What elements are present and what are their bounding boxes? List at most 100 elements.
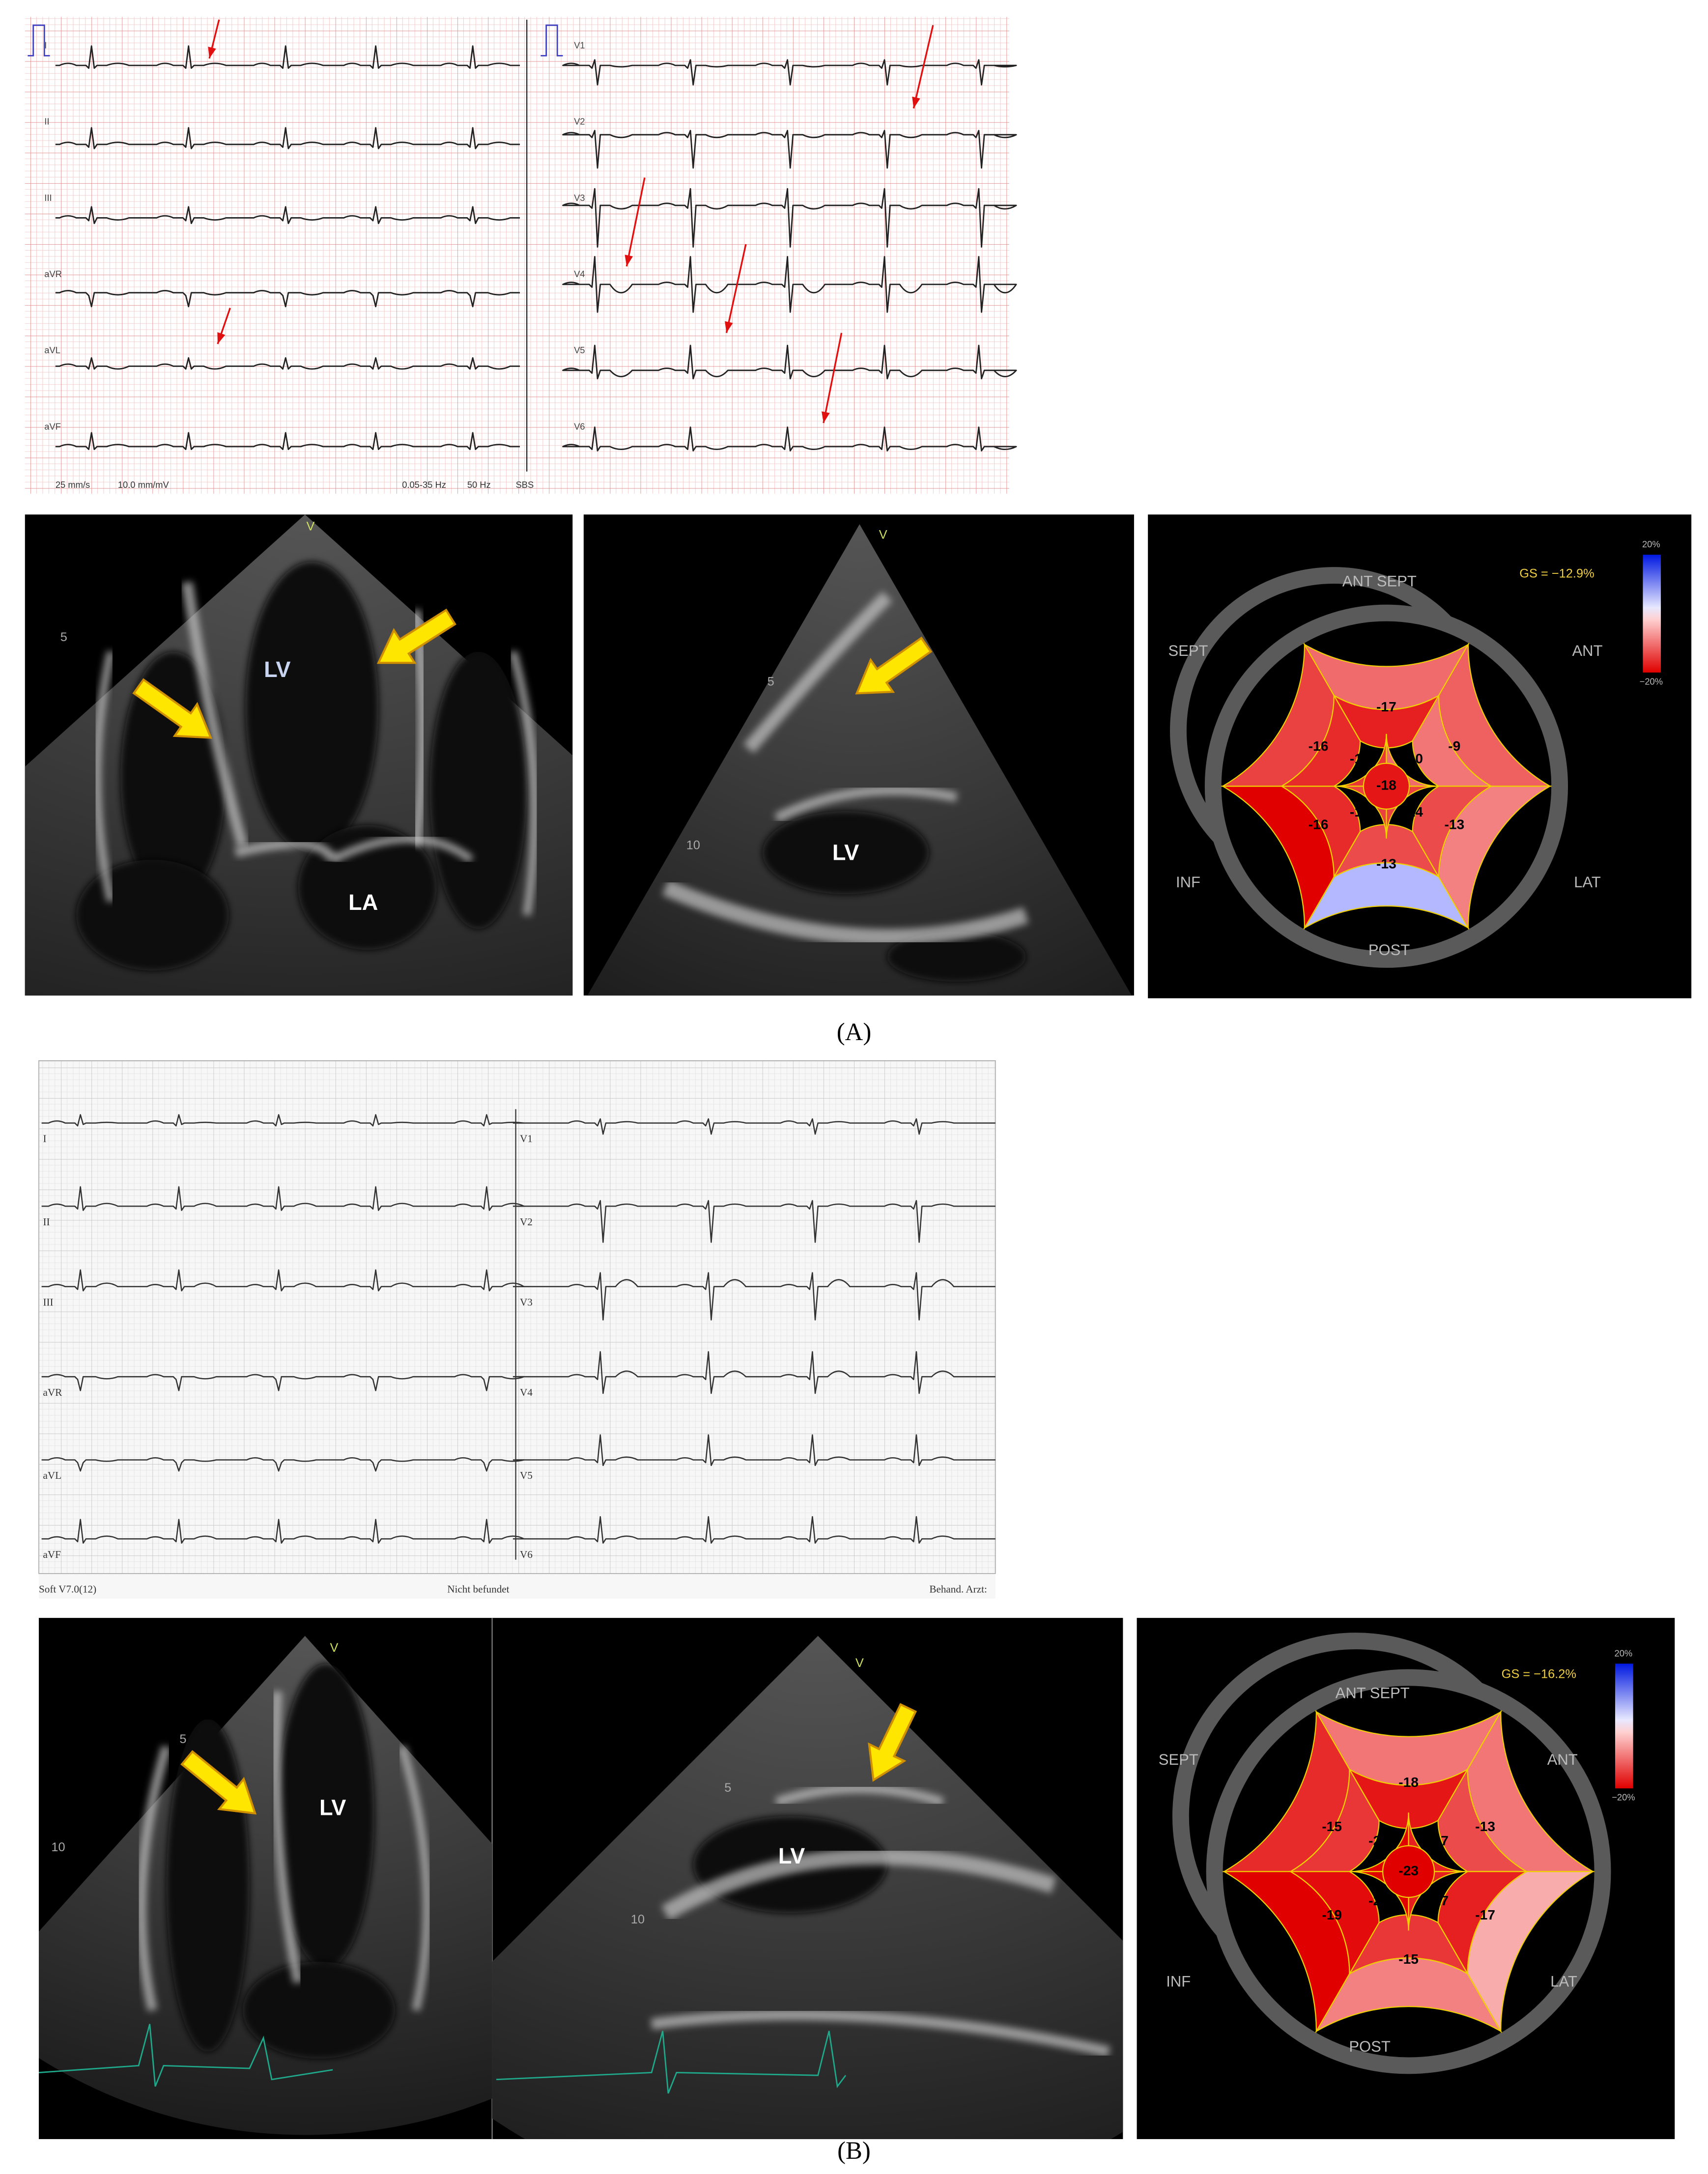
segment: [1288, 1767, 1380, 1872]
global-strain: GS = −16.2%: [1502, 1667, 1576, 1681]
tissue: [181, 581, 248, 847]
lead-label: V6: [574, 421, 585, 431]
direction-label: ANT: [1547, 1751, 1578, 1768]
direction-label: SEPT: [1159, 1751, 1198, 1768]
red-arrow: [912, 25, 934, 109]
ecg-trace: [562, 344, 1017, 380]
segment-label: -14: [1403, 804, 1423, 819]
direction-label: ANT SEPT: [1336, 1684, 1410, 1701]
segment-label: -9: [1534, 1787, 1546, 1803]
tissue: [662, 879, 1029, 946]
echo-label: LV: [778, 1843, 805, 1868]
segment-label: -18: [1376, 777, 1396, 793]
direction-label: LAT: [1574, 874, 1601, 891]
yellow-arrow: [180, 1750, 257, 1815]
segment-label: -15: [1398, 1951, 1419, 1967]
lead-label: V5: [574, 345, 585, 355]
segment-label: -14: [1350, 804, 1370, 819]
ecg-monitor: [38, 2024, 333, 2087]
ecg-trace: [562, 188, 1017, 248]
ecg-footer: 25 mm/s: [56, 480, 90, 490]
segment-label: -20: [1368, 1833, 1389, 1848]
lead-label: V4: [574, 269, 585, 279]
chamber: [762, 811, 929, 895]
tissue: [661, 1848, 1056, 1920]
ecg-footer: SBS: [516, 480, 534, 490]
segment-label: -10: [1403, 751, 1423, 766]
scale-label: 20%: [1615, 1648, 1633, 1658]
direction-label: ANT SEPT: [1342, 573, 1417, 590]
ecg-monitor: [496, 2031, 847, 2094]
ecg-trace: [41, 1519, 525, 1544]
red-arrow: [823, 333, 843, 424]
ecg-trace: [55, 127, 520, 149]
ecg-trace: [55, 290, 520, 308]
tissue: [234, 839, 337, 862]
lead-label: II: [44, 116, 49, 127]
ecg-trace: [515, 1434, 996, 1467]
echo-fan: [587, 524, 1132, 996]
direction-label: INF: [1166, 1973, 1191, 1990]
segment: [1348, 1768, 1469, 1829]
segment-label: -19: [1322, 1907, 1342, 1922]
echo-label: LV: [319, 1795, 346, 1820]
lead-label: aVL: [43, 1469, 61, 1481]
segment-label: -18: [1398, 1774, 1419, 1790]
color-bar: [1615, 1664, 1633, 1789]
echo-label: LA: [348, 890, 378, 915]
direction-label: ANT: [1572, 642, 1603, 659]
segment: [1288, 1871, 1380, 1976]
tissue: [331, 835, 474, 864]
segment-label: -16: [1309, 817, 1329, 832]
direction-label: POST: [1349, 2038, 1390, 2055]
ecg-trace: [515, 1272, 996, 1321]
red-arrow-head: [625, 254, 633, 267]
segment-label: 4: [1383, 911, 1391, 927]
lead-label: V2: [520, 1216, 533, 1228]
ecg-trace: [562, 426, 1017, 452]
direction-label: LAT: [1550, 1973, 1577, 1990]
echo-label: 5: [60, 630, 67, 644]
tissue: [651, 2009, 1110, 2058]
lead-label: I: [43, 1133, 46, 1145]
echo-label: 5: [179, 1732, 186, 1746]
red-arrow-head: [724, 321, 733, 333]
red-arrow-head: [912, 96, 920, 109]
ecg-trace: [562, 130, 1017, 169]
segment-label: -16: [1268, 1787, 1288, 1803]
scale-label: −20%: [1640, 676, 1663, 686]
segment-label: -13: [1475, 1818, 1495, 1834]
tissue: [93, 650, 115, 903]
ecg-trace: [41, 1457, 525, 1472]
yellow-arrow: [855, 636, 933, 695]
segment-label: -24: [1368, 1892, 1389, 1908]
direction-label: POST: [1368, 941, 1410, 959]
echo-label: 10: [51, 1840, 65, 1854]
chamber: [429, 651, 527, 929]
ecg-trace: [55, 45, 520, 69]
tissue: [774, 1783, 944, 1807]
tissue: [136, 1745, 171, 2011]
fan: [587, 524, 1132, 996]
red-arrow-head: [217, 332, 226, 344]
chamber: [245, 562, 379, 853]
lead-label: III: [43, 1297, 53, 1308]
yellow-arrow: [868, 1703, 917, 1782]
segment-label: -8: [1496, 844, 1509, 860]
tissue: [398, 1746, 431, 2011]
red-arrow: [725, 244, 747, 334]
ecg-trace: [41, 1114, 525, 1127]
lead-label: V3: [520, 1297, 533, 1308]
segment-label: -13: [1376, 856, 1396, 872]
ecg-footer: 10.0 mm/mV: [118, 480, 170, 490]
ecg-a-grid: [25, 17, 1009, 494]
ecg-trace: [55, 432, 520, 451]
segment: [1437, 1871, 1529, 1976]
tissue: [774, 785, 958, 822]
lead-label: II: [43, 1216, 50, 1228]
segment-label: -9: [1448, 738, 1460, 754]
direction-label: INF: [1176, 874, 1200, 891]
scale-label: −20%: [1612, 1792, 1635, 1803]
echo-label: V: [330, 1641, 338, 1655]
